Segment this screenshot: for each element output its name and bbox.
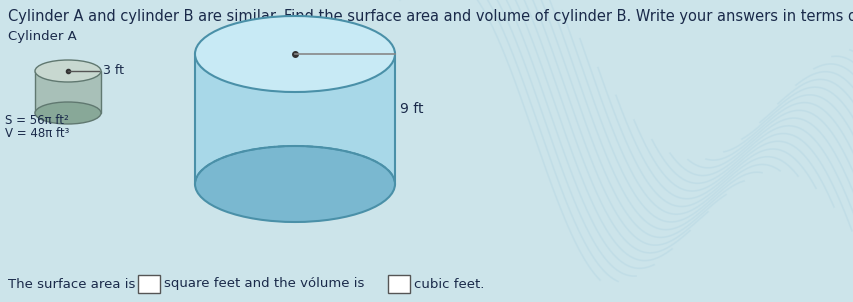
Text: Cylinder A: Cylinder A <box>8 30 77 43</box>
Text: cubic feet.: cubic feet. <box>414 278 484 291</box>
FancyBboxPatch shape <box>138 275 160 293</box>
Text: S = 56π ft²: S = 56π ft² <box>5 114 69 127</box>
Ellipse shape <box>35 102 101 124</box>
FancyBboxPatch shape <box>387 275 409 293</box>
Polygon shape <box>194 54 395 184</box>
Ellipse shape <box>35 60 101 82</box>
Text: 3 ft: 3 ft <box>103 65 124 78</box>
Ellipse shape <box>194 146 395 222</box>
Text: V = 48π ft³: V = 48π ft³ <box>5 127 69 140</box>
Ellipse shape <box>194 16 395 92</box>
Text: Cylinder B: Cylinder B <box>229 30 299 43</box>
Polygon shape <box>35 71 101 113</box>
Text: square feet and the vólume is: square feet and the vólume is <box>164 278 364 291</box>
Text: The surface area is: The surface area is <box>8 278 136 291</box>
Text: Cylinder A and cylinder B are similar. Find the surface area and volume of cylin: Cylinder A and cylinder B are similar. F… <box>8 9 853 24</box>
Text: 9 ft: 9 ft <box>399 102 423 116</box>
